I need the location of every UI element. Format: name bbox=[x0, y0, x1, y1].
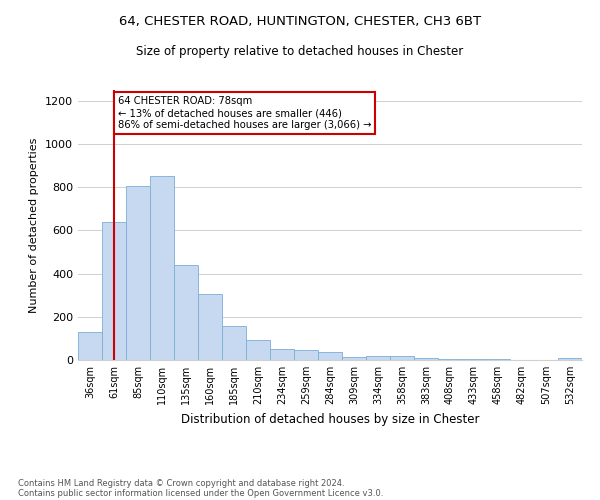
Text: 64 CHESTER ROAD: 78sqm
← 13% of detached houses are smaller (446)
86% of semi-de: 64 CHESTER ROAD: 78sqm ← 13% of detached… bbox=[118, 96, 371, 130]
Bar bbox=[390, 356, 414, 360]
Bar bbox=[198, 294, 222, 360]
Bar bbox=[222, 326, 246, 360]
Text: 64, CHESTER ROAD, HUNTINGTON, CHESTER, CH3 6BT: 64, CHESTER ROAD, HUNTINGTON, CHESTER, C… bbox=[119, 15, 481, 28]
Bar bbox=[342, 357, 366, 360]
Bar bbox=[270, 349, 294, 360]
Bar bbox=[486, 359, 510, 360]
Bar bbox=[558, 358, 582, 360]
Bar bbox=[78, 332, 102, 360]
X-axis label: Distribution of detached houses by size in Chester: Distribution of detached houses by size … bbox=[181, 412, 479, 426]
Text: Contains HM Land Registry data © Crown copyright and database right 2024.: Contains HM Land Registry data © Crown c… bbox=[18, 478, 344, 488]
Text: Contains public sector information licensed under the Open Government Licence v3: Contains public sector information licen… bbox=[18, 488, 383, 498]
Bar bbox=[126, 186, 150, 360]
Bar bbox=[174, 265, 198, 360]
Bar bbox=[294, 350, 318, 360]
Bar bbox=[462, 359, 486, 360]
Bar bbox=[150, 176, 174, 360]
Bar bbox=[366, 356, 390, 360]
Text: Size of property relative to detached houses in Chester: Size of property relative to detached ho… bbox=[136, 45, 464, 58]
Bar bbox=[246, 340, 270, 360]
Y-axis label: Number of detached properties: Number of detached properties bbox=[29, 138, 40, 312]
Bar bbox=[318, 352, 342, 360]
Bar bbox=[414, 358, 438, 360]
Bar bbox=[102, 222, 126, 360]
